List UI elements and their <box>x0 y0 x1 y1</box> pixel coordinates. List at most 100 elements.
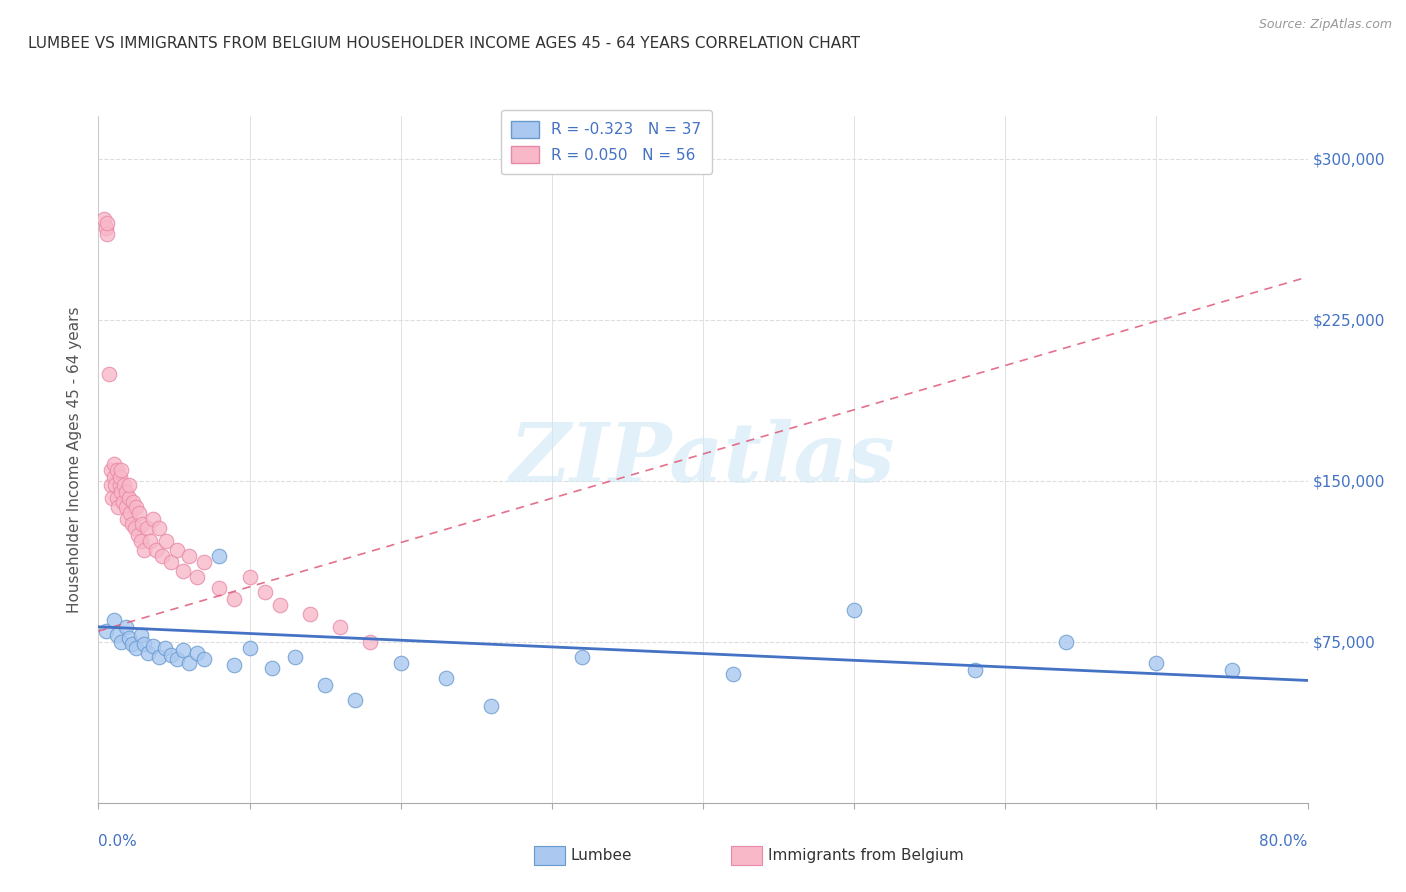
Point <box>107 500 129 514</box>
Point <box>142 512 165 526</box>
Point <box>186 570 208 584</box>
Point <box>844 602 866 616</box>
Point <box>96 216 118 230</box>
Point <box>208 549 231 563</box>
Point <box>105 628 128 642</box>
Point <box>100 478 122 492</box>
Point <box>239 641 262 656</box>
Point <box>121 516 143 531</box>
Point <box>103 469 125 483</box>
Point <box>124 521 146 535</box>
Point <box>179 657 201 671</box>
Point <box>139 533 162 548</box>
Text: 0.0%: 0.0% <box>98 834 138 849</box>
Point <box>129 628 152 642</box>
Point <box>142 639 165 653</box>
Point <box>105 491 128 505</box>
Point <box>148 649 170 664</box>
Text: Immigrants from Belgium: Immigrants from Belgium <box>768 848 963 863</box>
Text: Source: ZipAtlas.com: Source: ZipAtlas.com <box>1258 18 1392 31</box>
Point <box>101 491 124 505</box>
Point <box>150 549 173 563</box>
Point <box>284 649 307 664</box>
Point <box>253 585 276 599</box>
Point <box>110 484 132 499</box>
Point <box>389 657 412 671</box>
Point <box>100 463 122 477</box>
Point <box>94 220 117 235</box>
Point <box>94 624 117 639</box>
Point <box>125 641 148 656</box>
Point <box>120 506 142 520</box>
Point <box>103 457 125 471</box>
Y-axis label: Householder Income Ages 45 - 64 years: Householder Income Ages 45 - 64 years <box>67 306 83 613</box>
Point <box>118 631 141 645</box>
Point <box>179 549 201 563</box>
Point <box>98 367 121 381</box>
Point <box>172 643 194 657</box>
Point <box>262 660 284 674</box>
Point <box>155 533 177 548</box>
Point <box>129 533 152 548</box>
Point <box>112 478 135 492</box>
Point <box>434 671 457 685</box>
Point <box>965 663 987 677</box>
Point <box>93 212 115 227</box>
Text: Lumbee: Lumbee <box>571 848 633 863</box>
Point <box>299 607 322 621</box>
Point <box>723 667 745 681</box>
Point <box>360 635 382 649</box>
Point <box>118 491 141 505</box>
Point <box>172 564 194 578</box>
Point <box>224 591 246 606</box>
Point <box>239 570 262 584</box>
Point <box>110 635 132 649</box>
Point <box>104 478 127 492</box>
Point <box>314 678 336 692</box>
Point <box>329 620 352 634</box>
Point <box>121 637 143 651</box>
Point <box>1054 635 1077 649</box>
Text: ZIPatlas: ZIPatlas <box>510 419 896 500</box>
Point <box>114 484 136 499</box>
Point <box>166 542 188 557</box>
Point <box>193 652 215 666</box>
Point <box>122 495 145 509</box>
Point <box>193 555 215 570</box>
Point <box>153 641 176 656</box>
Point <box>136 646 159 660</box>
Point <box>344 692 367 706</box>
Point <box>108 469 131 483</box>
Point <box>135 521 157 535</box>
Point <box>103 613 125 627</box>
Point <box>160 555 183 570</box>
Point <box>269 599 291 613</box>
Point <box>96 227 118 241</box>
Point <box>131 516 153 531</box>
Point <box>166 652 188 666</box>
Point <box>208 581 231 595</box>
Point <box>128 506 150 520</box>
Point <box>224 658 246 673</box>
Legend: R = -0.323   N = 37, R = 0.050   N = 56: R = -0.323 N = 37, R = 0.050 N = 56 <box>501 110 711 174</box>
Point <box>145 542 167 557</box>
Point <box>186 646 208 660</box>
Point <box>114 620 136 634</box>
Point <box>132 637 155 651</box>
Point <box>1144 657 1167 671</box>
Text: 80.0%: 80.0% <box>1260 834 1308 849</box>
Point <box>108 478 131 492</box>
Point <box>118 478 141 492</box>
Point <box>111 495 134 509</box>
Point <box>105 463 128 477</box>
Text: LUMBEE VS IMMIGRANTS FROM BELGIUM HOUSEHOLDER INCOME AGES 45 - 64 YEARS CORRELAT: LUMBEE VS IMMIGRANTS FROM BELGIUM HOUSEH… <box>28 36 860 51</box>
Point <box>125 500 148 514</box>
Point <box>160 648 183 662</box>
Point <box>114 500 136 514</box>
Point <box>110 463 132 477</box>
Point <box>127 527 149 541</box>
Point <box>132 542 155 557</box>
Point <box>571 649 593 664</box>
Point <box>148 521 170 535</box>
Point <box>481 699 503 714</box>
